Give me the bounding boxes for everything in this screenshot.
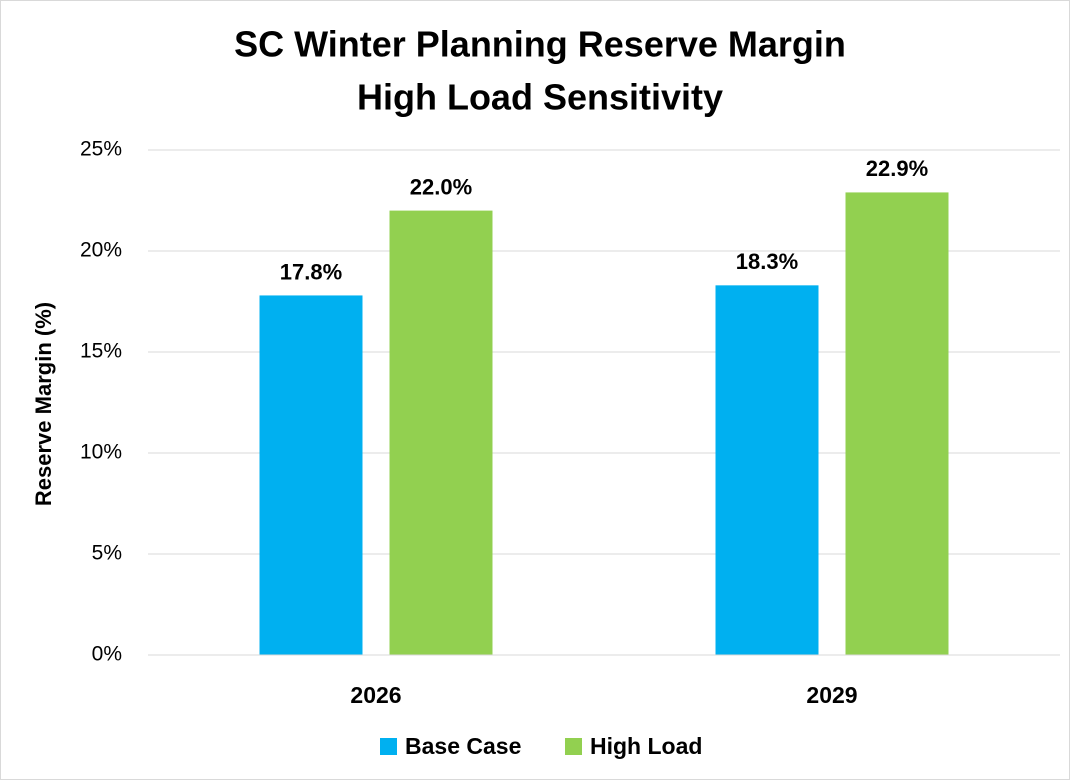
x-tick-label: 2026 <box>350 682 401 708</box>
chart-title: High Load Sensitivity <box>357 77 723 118</box>
legend-swatch <box>565 738 582 755</box>
y-tick-label: 20% <box>80 239 122 262</box>
bar <box>389 210 493 655</box>
data-label: 17.8% <box>280 259 342 284</box>
x-tick-label: 2029 <box>806 682 857 708</box>
bar <box>845 192 949 656</box>
legend-swatch <box>380 738 397 755</box>
legend-label: High Load <box>590 733 702 759</box>
y-tick-label: 0% <box>92 643 122 666</box>
legend-label: Base Case <box>405 733 521 759</box>
y-tick-label: 15% <box>80 340 122 363</box>
bar <box>715 285 819 655</box>
y-axis-title: Reserve Margin (%) <box>31 302 56 506</box>
y-tick-label: 10% <box>80 441 122 464</box>
y-tick-label: 5% <box>92 542 122 565</box>
chart-title: SC Winter Planning Reserve Margin <box>234 24 846 65</box>
bar <box>259 295 363 655</box>
data-label: 22.0% <box>410 174 472 199</box>
y-tick-label: 25% <box>80 138 122 161</box>
data-label: 18.3% <box>736 249 798 274</box>
data-label: 22.9% <box>866 156 928 181</box>
